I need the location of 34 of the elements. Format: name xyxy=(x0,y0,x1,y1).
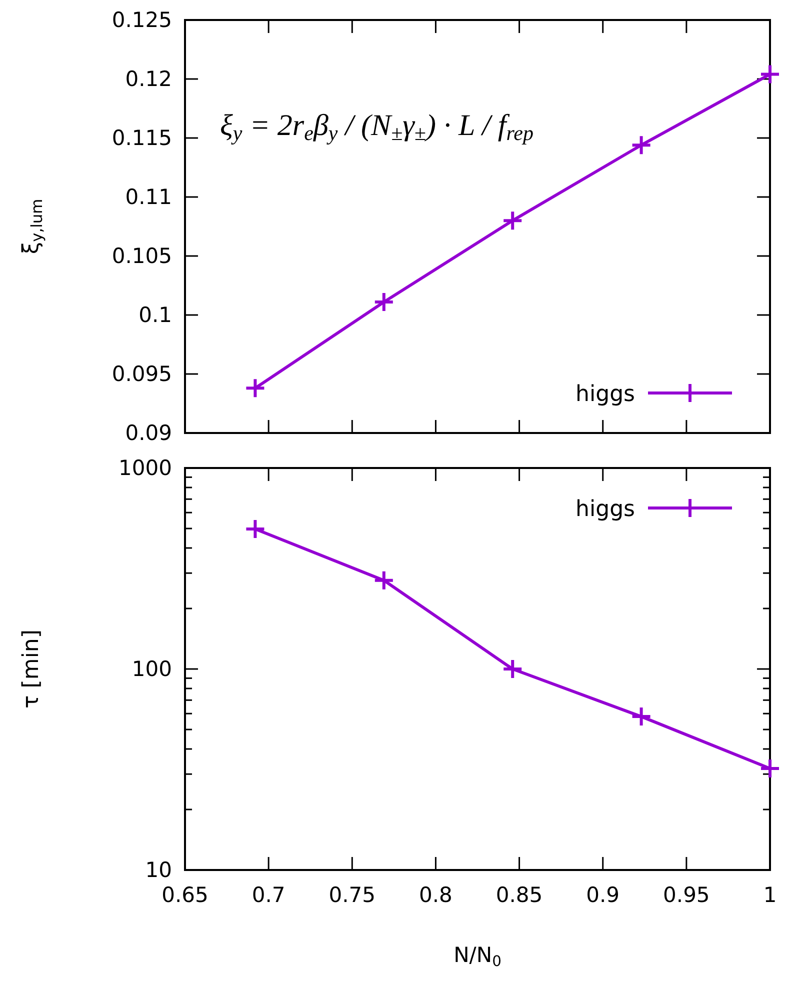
y-tick-label: 10 xyxy=(145,858,172,882)
point xyxy=(373,570,394,591)
point xyxy=(502,658,524,680)
point xyxy=(630,134,652,156)
y-tick-label: 100 xyxy=(132,657,172,681)
x-tick-label: 0.7 xyxy=(252,883,286,907)
x-tick-label: 0.95 xyxy=(663,883,710,907)
point xyxy=(760,758,780,779)
y-tick-label: 0.12 xyxy=(125,67,172,91)
x-tick-label: 0.9 xyxy=(586,883,620,907)
y-tick-label: 1000 xyxy=(118,456,172,480)
point xyxy=(244,378,266,399)
point xyxy=(373,292,394,313)
text: ξ$_{y}$ = 2r$_{e}$β$_{y}$ / (N$_{±}$γ$_{±}$) · L / f$_{rep}$ xyxy=(220,109,534,146)
y-tick-label: 0.095 xyxy=(112,362,172,386)
x-axis-title: N/N$_{0}$ xyxy=(454,943,502,970)
y-tick-label: 0.11 xyxy=(125,185,172,209)
point xyxy=(502,210,524,232)
x-tick-label: 1 xyxy=(763,883,777,907)
legend-label: higgs xyxy=(576,497,635,522)
point xyxy=(630,706,652,728)
x-tick-label: 0.85 xyxy=(496,883,543,907)
y-tick-label: 0.1 xyxy=(138,303,172,327)
x-tick-label: 0.75 xyxy=(328,883,376,907)
y-axis-title: τ [min] xyxy=(19,630,44,708)
y-tick-label: 0.105 xyxy=(112,244,172,268)
y-tick-label: 0.09 xyxy=(125,421,172,445)
x-tick-label: 0.65 xyxy=(162,883,208,907)
x-tick-label: 0.8 xyxy=(419,883,452,907)
y-tick-label: 0.115 xyxy=(112,126,172,150)
legend-label: higgs xyxy=(576,382,635,407)
y-tick-label: 0.125 xyxy=(112,8,172,32)
point xyxy=(760,64,780,85)
point xyxy=(244,518,266,540)
